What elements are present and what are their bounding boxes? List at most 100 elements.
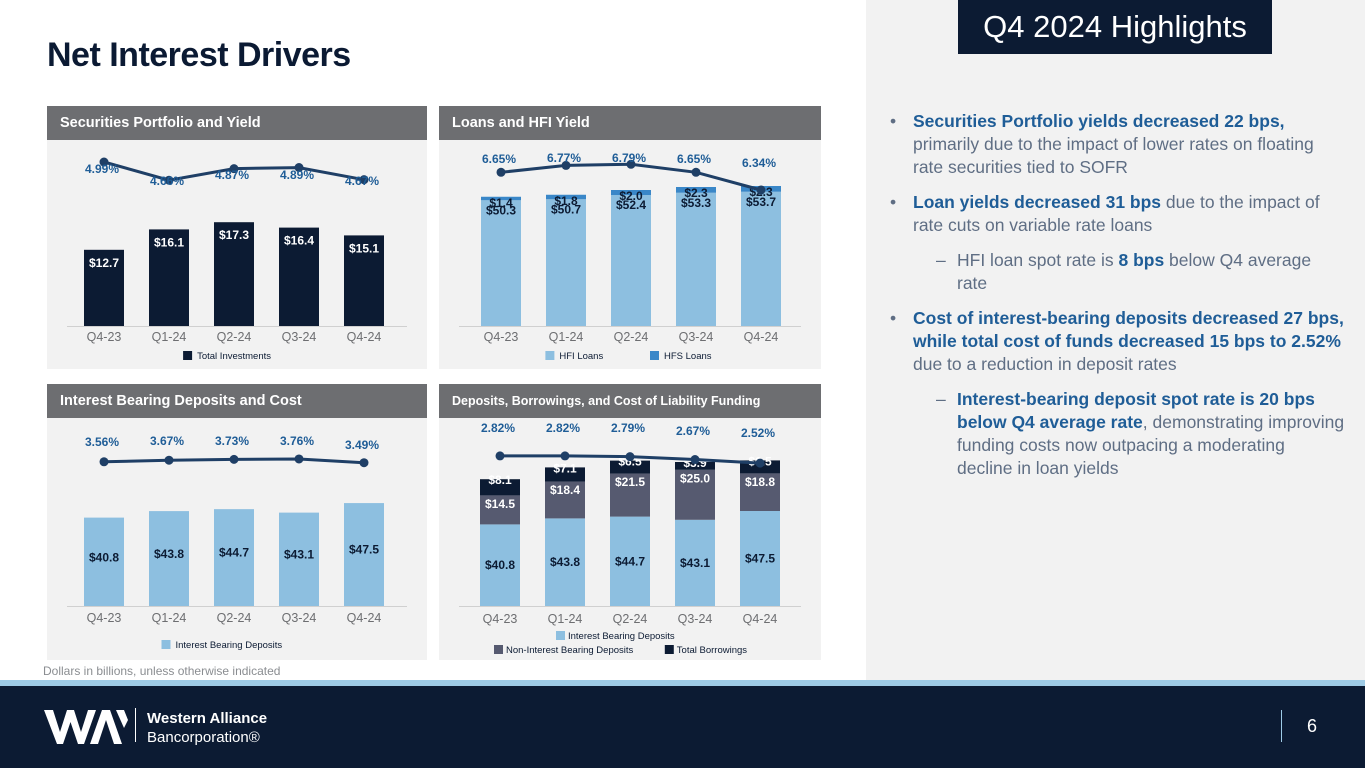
x-tick-label: Q4-24 [347,330,382,344]
x-tick-label: Q1-24 [152,611,187,625]
highlight-bullet: • Securities Portfolio yields decreased 2… [890,110,1345,179]
yield-label: 3.49% [345,438,379,452]
yield-point [690,455,700,465]
bar-interest-bearing-deposits [344,503,384,606]
yield-point [625,452,635,462]
x-tick-label: Q2-24 [217,611,252,625]
bar-hfi-loans [481,200,521,326]
bar-hfs-loans [546,194,586,200]
x-tick-label: Q1-24 [549,330,584,344]
yield-label: 6.34% [742,156,776,170]
bar-hfs-loans [611,190,651,195]
bullet-text: , demonstrating improving funding costs … [957,412,1345,478]
x-tick-label: Q4-23 [87,611,122,625]
bar-value-label: $53.7 [746,195,776,209]
yield-point [755,458,765,468]
highlights-title: Q4 2024 Highlights [958,0,1272,54]
dash-icon: – [936,250,946,270]
legend-label: Interest Bearing Deposits [568,631,675,642]
yield-point [496,167,506,177]
bar-non-interest-bearing-deposits [480,495,520,525]
x-tick-label: Q4-24 [743,612,778,626]
yield-point [229,164,239,174]
yield-label: 4.87% [215,168,249,182]
legend-swatch [161,640,171,649]
bar-value-label: $14.5 [485,497,515,511]
highlight-sub-bullet: – HFI loan spot rate is 8 bps below Q4 av… [890,249,1345,295]
highlight-sub-bullet: – Interest-bearing deposit spot rate is 2… [890,388,1345,480]
bar-value-label: $8.1 [488,473,512,487]
yield-point [560,451,570,461]
bar-total-borrowings [675,462,715,470]
panel-title: Loans and HFI Yield [439,106,821,140]
loans-panel: Loans and HFI Yield $50.3 $50.7 $52.4 $53.3… [439,106,821,369]
x-tick-label: Q4-24 [744,330,779,344]
bar-total-borrowings [480,479,520,496]
bar-non-interest-bearing-deposits [740,473,780,511]
yield-point [561,160,571,170]
bullet-text: below Q4 average rate [957,250,1312,293]
footer: Western Alliance Bancorporation® 6 [0,686,1365,768]
bar-non-interest-bearing-deposits [545,481,585,519]
yield-label: 2.79% [611,421,645,435]
bar-value-label: $25.0 [680,471,710,485]
securities-chart: $12.7 $16.1 $17.3 $16.4 $15.1 4.99% 4.66% 4.87%… [67,157,407,362]
panel-title: Interest Bearing Deposits and Cost [47,384,427,418]
company-name-line2: Bancorporation® [147,729,260,746]
deposits-panel: Interest Bearing Deposits and Cost $40.8… [47,384,427,660]
bar-total-investments [214,222,254,326]
bar-interest-bearing-deposits [610,516,650,606]
bar-value-label: $15.1 [349,241,379,255]
x-tick-label: Q3-24 [282,330,317,344]
bar-value-label: $43.8 [550,555,580,569]
legend-label: Total Borrowings [677,645,747,656]
bar-interest-bearing-deposits [149,511,189,606]
x-tick-label: Q4-23 [483,612,518,626]
panel-title: Deposits, Borrowings, and Cost of Liabil… [439,384,821,418]
bar-value-label: $43.1 [284,548,314,562]
bar-value-label: $12.7 [89,256,119,270]
yield-point [164,455,174,465]
bullet-icon: • [890,308,897,328]
bar-value-label: $43.8 [154,547,184,561]
company-logo-icon [44,710,128,744]
legend-swatch [664,645,674,654]
bar-value-label: $47.5 [349,542,379,556]
footnote: Dollars in billions, unless otherwise in… [43,664,281,678]
yield-point [359,458,369,468]
yield-label: 4.66% [150,174,184,188]
bar-value-label: $52.4 [616,198,646,212]
legend-label: Total Investments [197,351,271,362]
yield-point [495,451,505,461]
x-tick-label: Q3-24 [679,330,714,344]
bar-value-label: $1.4 [489,196,513,210]
yield-label: 2.82% [481,421,515,435]
highlight-bullet: • Loan yields decreased 31 bps due to the… [890,191,1345,237]
yield-label: 3.56% [85,435,119,449]
legend-swatch [556,631,565,640]
yield-point [691,167,701,177]
legend-swatch [494,645,503,654]
yield-point [99,457,109,467]
bullet-emphasis: 8 bps [1118,250,1165,270]
bar-interest-bearing-deposits [279,512,319,606]
bar-value-label: $47.5 [745,552,775,566]
bar-total-borrowings [545,467,585,482]
yield-point [294,163,304,173]
bar-value-label: $16.4 [284,234,314,248]
x-tick-label: Q4-24 [347,611,382,625]
x-tick-label: Q2-24 [613,612,648,626]
funding-chart: $40.8 $43.8 $44.7 $43.1 $47.5 $14.5 $18.4 $21.5… [459,421,801,656]
footer-accent [0,680,1365,686]
bar-total-borrowings [610,460,650,474]
bar-hfi-loans [741,191,781,326]
legend-swatch [183,351,193,360]
bar-value-label: $16.1 [154,235,184,249]
bar-interest-bearing-deposits [84,517,124,606]
bar-value-label: $40.8 [485,558,515,572]
bar-interest-bearing-deposits [480,524,520,606]
bar-value-label: $50.7 [551,202,581,216]
bar-total-investments [84,249,124,326]
bar-non-interest-bearing-deposits [610,473,650,517]
